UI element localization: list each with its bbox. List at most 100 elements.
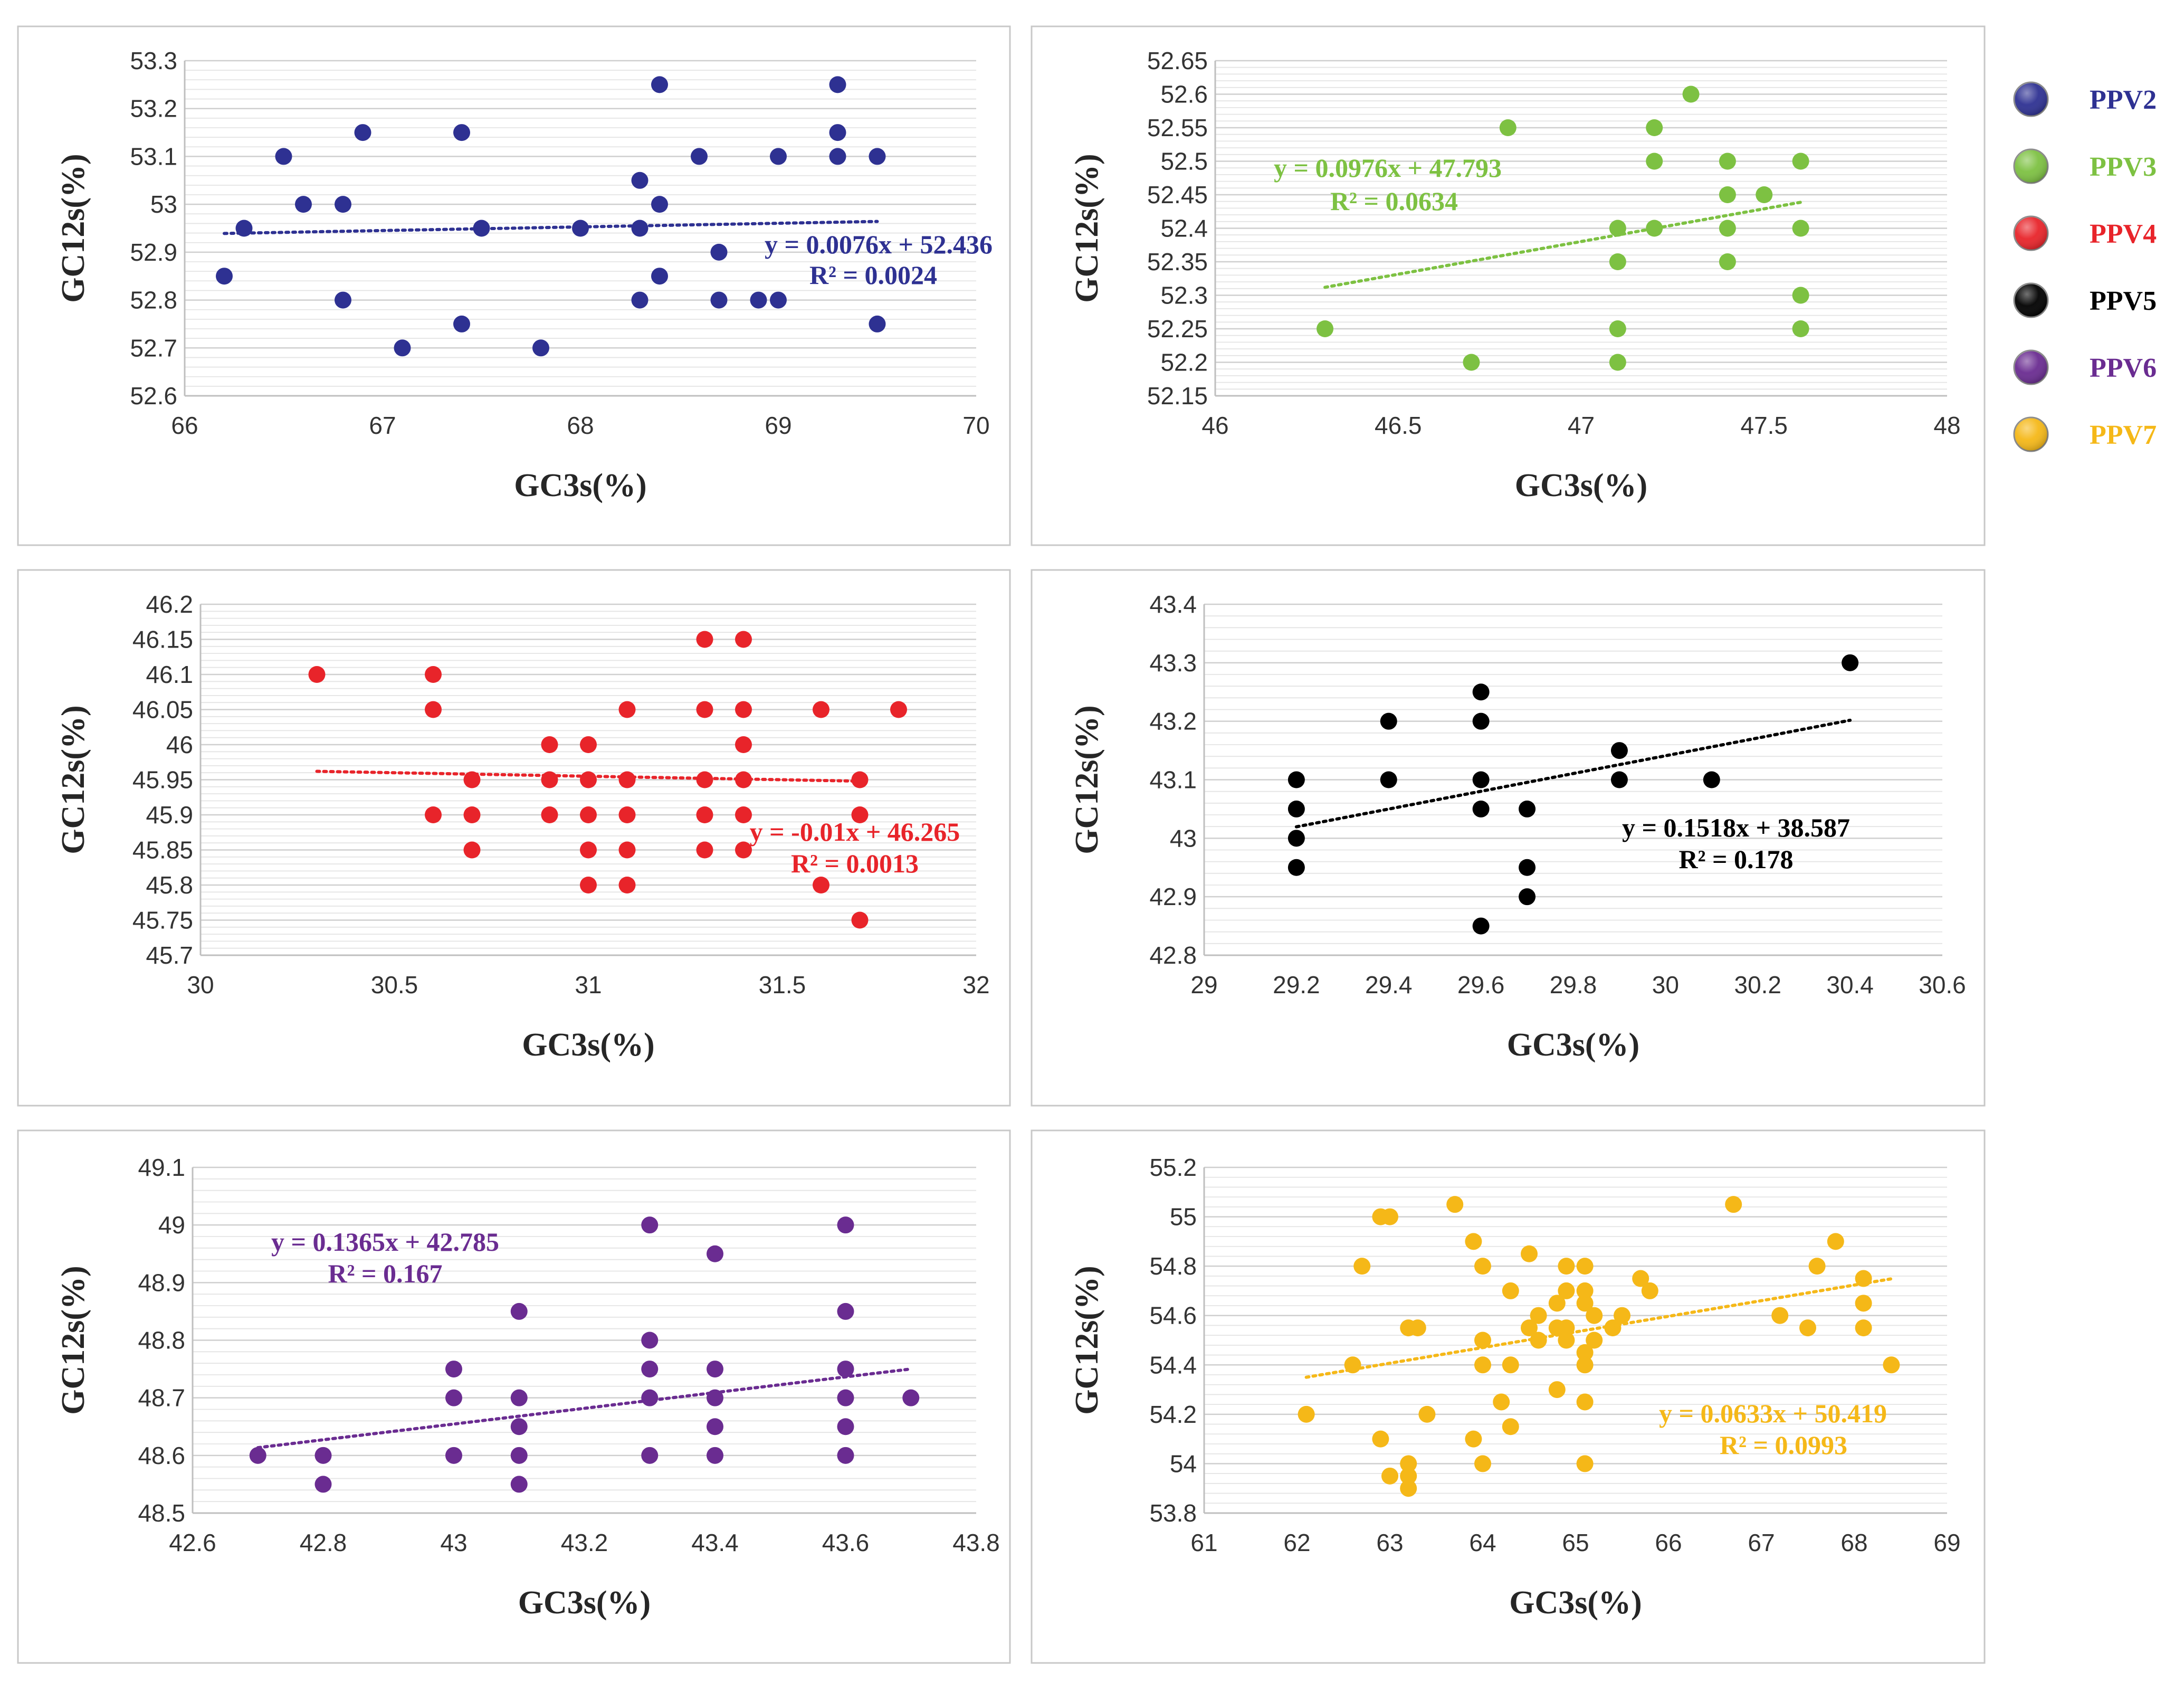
data-point <box>1792 287 1809 304</box>
gridlines <box>1204 603 1942 956</box>
data-point <box>641 1447 659 1464</box>
data-point <box>1474 1258 1491 1275</box>
y-tick-label: 52.3 <box>1160 282 1208 309</box>
trendline-equation: y = 0.0976x + 47.793 <box>1274 153 1502 183</box>
data-point <box>1842 654 1859 671</box>
data-point <box>641 1361 659 1378</box>
y-tick-label: 55.2 <box>1149 1154 1197 1181</box>
data-point <box>1380 771 1397 788</box>
data-point <box>1472 800 1490 817</box>
legend-item-ppv4: PPV4 <box>2013 215 2157 251</box>
data-point <box>837 1216 854 1234</box>
data-point <box>618 701 636 718</box>
trendline <box>1323 201 1802 289</box>
r-squared-label: R² = 0.0634 <box>1330 186 1458 216</box>
x-tick-label: 66 <box>171 412 198 439</box>
data-point <box>869 148 886 165</box>
y-tick-label: 45.8 <box>146 871 193 899</box>
y-tick-label: 52.4 <box>1160 215 1208 242</box>
x-tick-label: 65 <box>1562 1529 1589 1556</box>
data-point <box>813 701 829 718</box>
data-point <box>696 771 713 788</box>
data-point <box>1609 220 1626 237</box>
data-point <box>1646 119 1663 136</box>
data-point <box>1719 153 1736 170</box>
y-tick-label: 52.55 <box>1147 114 1208 141</box>
data-point <box>1725 1196 1742 1213</box>
data-point <box>1719 186 1736 203</box>
data-point <box>580 736 597 753</box>
data-point <box>1827 1233 1844 1250</box>
data-point <box>445 1389 462 1406</box>
y-axis-title: GC12s(%) <box>55 154 91 302</box>
data-point <box>1558 1282 1575 1299</box>
data-point <box>1499 119 1517 136</box>
scatter-panel-ppv5: 42.8 42.9 43 43.1 43.2 43.3 43.4 29 29.2 29.4 29.6… <box>1031 569 1986 1107</box>
y-tick-label: 52.45 <box>1147 181 1208 208</box>
data-point <box>851 911 869 929</box>
x-tick-label: 62 <box>1283 1529 1310 1556</box>
data-point <box>770 291 787 309</box>
data-point <box>1609 354 1626 371</box>
data-point <box>541 771 558 788</box>
data-point <box>1418 1405 1436 1423</box>
data-point <box>1287 859 1305 876</box>
x-tick-label: 64 <box>1469 1529 1496 1556</box>
data-point <box>696 631 713 648</box>
data-point <box>1610 742 1628 759</box>
x-tick-label: 68 <box>1840 1529 1867 1556</box>
data-point <box>1576 1455 1594 1472</box>
x-tick-label: 48 <box>1933 412 1960 439</box>
data-point <box>1641 1282 1658 1299</box>
data-point <box>1558 1332 1575 1349</box>
data-point <box>1530 1307 1547 1324</box>
data-point <box>1372 1430 1389 1448</box>
data-point <box>510 1302 528 1320</box>
x-tick-label: 46 <box>1201 412 1228 439</box>
data-point <box>1474 1332 1491 1349</box>
data-point <box>1472 712 1490 730</box>
y-tick-label: 43.1 <box>1149 766 1197 794</box>
data-point <box>1771 1307 1789 1324</box>
y-tick-label: 43 <box>1170 824 1197 852</box>
data-point <box>580 771 597 788</box>
trendline-equation: y = 0.0633x + 50.419 <box>1659 1399 1887 1428</box>
trendline-equation: y = 0.0076x + 52.436 <box>765 230 993 259</box>
data-point <box>541 806 558 823</box>
r-squared-label: R² = 0.178 <box>1678 844 1793 874</box>
data-point <box>425 806 442 823</box>
y-tick-label: 52.65 <box>1147 47 1208 74</box>
legend-marker-gloss <box>2014 350 2048 384</box>
data-point <box>510 1418 528 1435</box>
data-point <box>1400 1467 1417 1485</box>
data-point <box>1287 830 1305 847</box>
data-point <box>1719 220 1736 237</box>
x-tick-label: 43 <box>440 1529 467 1556</box>
y-tick-label: 52.35 <box>1147 248 1208 275</box>
data-point <box>869 315 886 332</box>
trendline <box>1294 718 1852 829</box>
data-point <box>1548 1295 1566 1312</box>
data-point <box>1792 220 1809 237</box>
data-point <box>1521 1319 1538 1337</box>
legend-item-ppv7: PPV7 <box>2013 416 2157 452</box>
y-tick-label: 53.2 <box>130 95 177 122</box>
y-tick-label: 42.9 <box>1149 883 1197 910</box>
data-point <box>445 1361 462 1378</box>
y-tick-label: 46.15 <box>132 626 193 653</box>
legend-item-ppv2: PPV2 <box>2013 81 2157 117</box>
x-tick-label: 30.5 <box>371 971 418 999</box>
y-tick-label: 54 <box>1170 1450 1197 1477</box>
data-point <box>1756 186 1773 203</box>
data-point <box>750 291 767 309</box>
data-point <box>707 1245 723 1262</box>
x-tick-label: 66 <box>1655 1529 1682 1556</box>
x-tick-label: 69 <box>1933 1529 1960 1556</box>
data-points <box>1317 85 1809 371</box>
data-point <box>1682 85 1700 103</box>
y-tick-label: 42.8 <box>1149 942 1197 969</box>
y-tick-label: 53.3 <box>130 47 177 74</box>
x-tick-label: 30 <box>1652 971 1679 999</box>
y-tick-label: 45.75 <box>132 907 193 934</box>
legend-marker-gloss <box>2014 216 2048 250</box>
